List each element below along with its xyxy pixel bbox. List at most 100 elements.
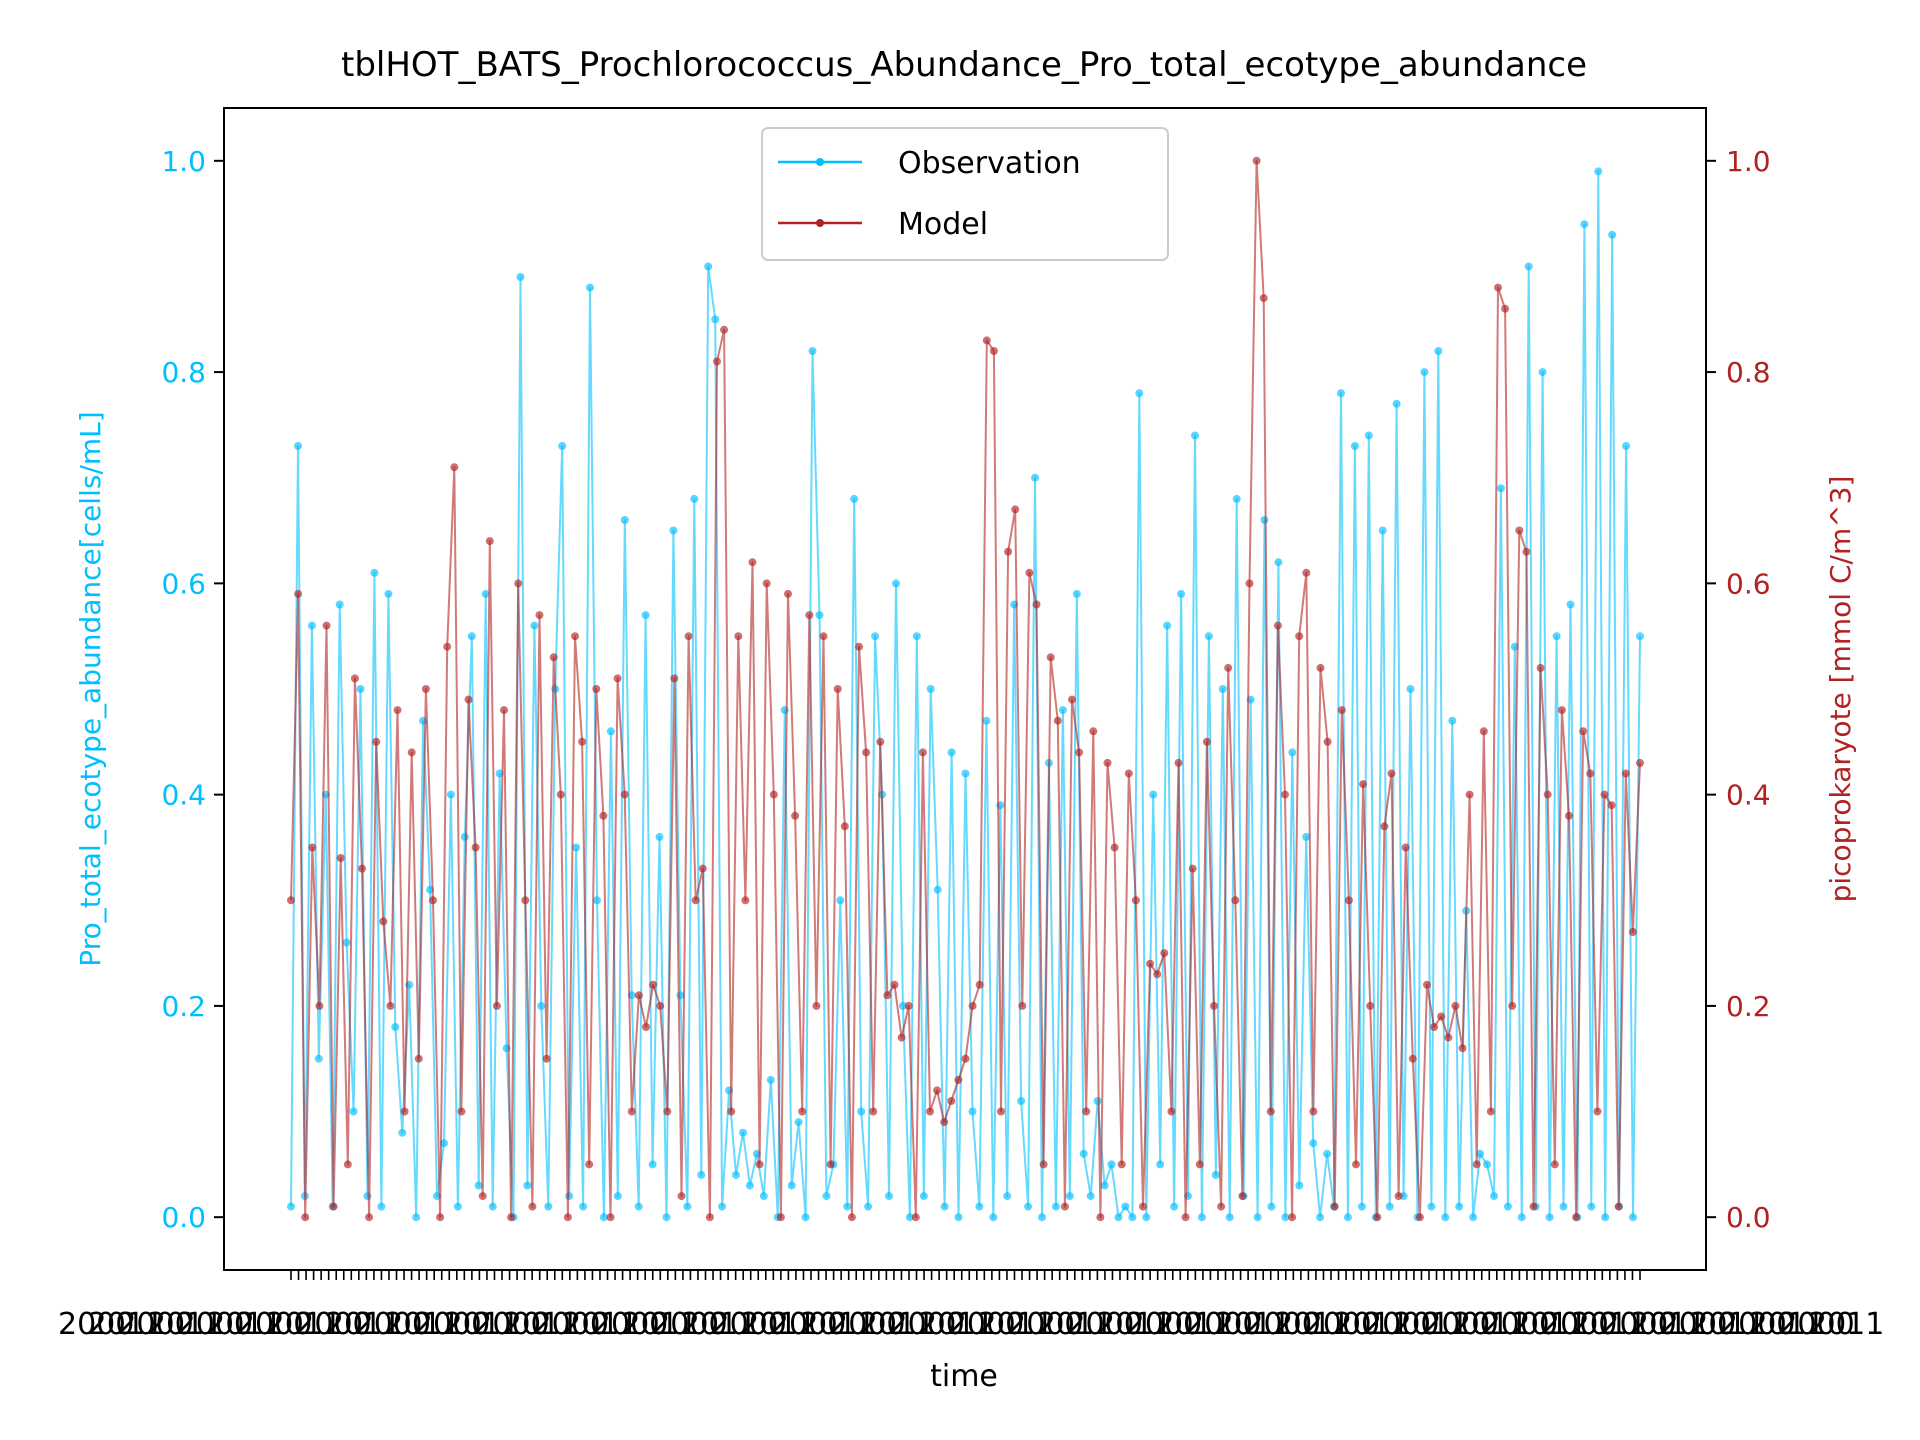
model-point bbox=[840, 822, 849, 831]
observation-point bbox=[857, 1107, 866, 1116]
observation-point bbox=[1608, 230, 1617, 239]
legend-observation-marker bbox=[816, 158, 824, 166]
model-point bbox=[1423, 980, 1431, 989]
observation-point bbox=[1191, 431, 1199, 440]
x-tick-label: 2011 bbox=[1155, 1307, 1231, 1342]
observation-point bbox=[871, 632, 880, 641]
x-tick-label: 2011 bbox=[1037, 1307, 1113, 1342]
model-point bbox=[620, 790, 629, 799]
plot-frame bbox=[224, 108, 1706, 1270]
model-point bbox=[862, 748, 871, 757]
observation-point bbox=[1114, 1213, 1123, 1222]
model-point bbox=[436, 1213, 445, 1222]
x-tick-label: 2000 bbox=[58, 1307, 134, 1342]
model-point bbox=[308, 843, 317, 852]
model-point bbox=[1238, 1192, 1247, 1201]
model-point bbox=[1621, 769, 1630, 778]
model-point bbox=[663, 1107, 672, 1116]
model-point bbox=[684, 632, 693, 641]
model-point bbox=[1550, 1160, 1559, 1169]
observation-point bbox=[593, 896, 601, 905]
model-point bbox=[1501, 304, 1510, 313]
model-point bbox=[897, 1033, 906, 1042]
observation-point bbox=[342, 938, 351, 947]
observation-point bbox=[641, 611, 650, 620]
model-point bbox=[450, 463, 459, 472]
observation-point bbox=[1149, 790, 1158, 799]
x-tick-label: 2000 bbox=[1185, 1307, 1261, 1342]
observation-point bbox=[349, 1107, 358, 1116]
model-point bbox=[1039, 1160, 1048, 1169]
observation-point bbox=[947, 748, 956, 757]
observation-point bbox=[975, 1202, 984, 1211]
observation-point bbox=[474, 1181, 483, 1190]
model-point bbox=[1373, 1213, 1382, 1222]
model-point bbox=[500, 706, 508, 715]
x-tick-label: 2011 bbox=[1749, 1307, 1825, 1342]
x-tick-label: 2000 bbox=[117, 1307, 193, 1342]
x-tick-label: 2000 bbox=[1778, 1307, 1854, 1342]
observation-point bbox=[1524, 262, 1533, 271]
x-tick-label: 2011 bbox=[444, 1307, 520, 1342]
model-point bbox=[819, 632, 828, 641]
model-point bbox=[492, 1001, 501, 1010]
observation-point bbox=[822, 1192, 831, 1201]
model-point bbox=[400, 1107, 409, 1116]
model-point bbox=[556, 790, 565, 799]
model-point bbox=[1160, 949, 1169, 958]
x-tick-label: 2011 bbox=[1274, 1307, 1350, 1342]
x-tick-label: 2000 bbox=[1422, 1307, 1498, 1342]
observation-point bbox=[1323, 1149, 1332, 1158]
model-point bbox=[798, 1107, 807, 1116]
x-tick-label: 2011 bbox=[384, 1307, 460, 1342]
model-point bbox=[755, 1160, 764, 1169]
model-point bbox=[1565, 811, 1573, 820]
observation-point bbox=[1420, 368, 1429, 377]
model-point bbox=[997, 1107, 1005, 1116]
model-point bbox=[1302, 568, 1311, 577]
observation-point bbox=[558, 442, 567, 450]
model-point bbox=[549, 653, 558, 662]
model-point bbox=[1018, 1001, 1027, 1010]
observation-point bbox=[1448, 716, 1457, 725]
model-point bbox=[1359, 780, 1368, 789]
observation-point bbox=[1545, 1213, 1554, 1222]
model-point bbox=[521, 896, 530, 905]
right-y-tick-label: 1.0 bbox=[1726, 145, 1771, 178]
x-tick-label: 2011 bbox=[740, 1307, 816, 1342]
observation-point bbox=[1302, 832, 1311, 841]
observation-point bbox=[1552, 632, 1561, 641]
observation-point bbox=[1427, 1202, 1436, 1211]
model-point bbox=[741, 896, 750, 905]
observation-point bbox=[759, 1192, 768, 1201]
legend-model-marker bbox=[816, 219, 824, 227]
x-tick-label: 2011 bbox=[681, 1307, 757, 1342]
model-point bbox=[1309, 1107, 1318, 1116]
observation-point bbox=[1503, 1202, 1512, 1211]
observation-point bbox=[1170, 1202, 1179, 1211]
plot-area bbox=[223, 107, 1707, 1271]
model-point bbox=[656, 1001, 665, 1010]
observation-point bbox=[697, 1170, 706, 1179]
model-point bbox=[393, 706, 402, 715]
observation-point bbox=[1469, 1213, 1478, 1222]
observation-point bbox=[606, 727, 615, 736]
model-point bbox=[1174, 758, 1183, 767]
observation-point bbox=[898, 1001, 907, 1010]
observation-point bbox=[801, 1213, 810, 1222]
observation-point bbox=[843, 1202, 852, 1211]
observation-point bbox=[1378, 526, 1387, 535]
model-point bbox=[535, 611, 544, 620]
model-point bbox=[322, 621, 331, 630]
model-point bbox=[876, 737, 885, 746]
model-point bbox=[1636, 758, 1644, 767]
x-tick-label: 2011 bbox=[800, 1307, 876, 1342]
observation-point bbox=[1357, 1202, 1366, 1211]
observation-point bbox=[294, 442, 302, 450]
x-tick-label: 2000 bbox=[1719, 1307, 1795, 1342]
observation-point bbox=[1121, 1202, 1130, 1211]
x-tick-label: 2011 bbox=[1571, 1307, 1647, 1342]
x-tick-label: 2011 bbox=[1393, 1307, 1469, 1342]
observation-point bbox=[1350, 442, 1359, 450]
